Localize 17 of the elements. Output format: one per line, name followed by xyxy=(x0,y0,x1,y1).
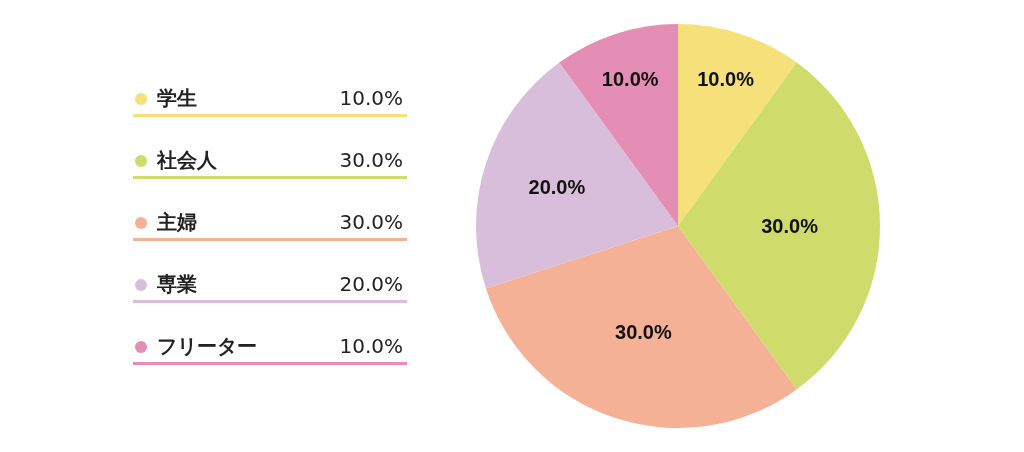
text: 20.0% xyxy=(339,272,403,296)
pie-slice xyxy=(476,62,678,289)
legend-label: 専業 xyxy=(157,271,197,298)
data-label: 10.0% xyxy=(697,68,755,91)
data-label: 20.0% xyxy=(528,175,586,198)
data-label: 30.0% xyxy=(761,215,819,237)
pie-slice xyxy=(678,62,880,390)
text: 10.0% xyxy=(339,334,403,358)
text: 10.0% xyxy=(339,86,403,110)
text: 30.0% xyxy=(339,210,403,234)
data-label: 30.0% xyxy=(615,321,672,344)
legend-label: フリーター xyxy=(157,333,257,360)
data-label: 10.0% xyxy=(601,68,659,91)
legend-label: 主婦 xyxy=(157,209,197,236)
legend-label: 学生 xyxy=(157,85,197,112)
text: 30.0% xyxy=(339,148,403,172)
legend-label: 社会人 xyxy=(157,147,217,174)
